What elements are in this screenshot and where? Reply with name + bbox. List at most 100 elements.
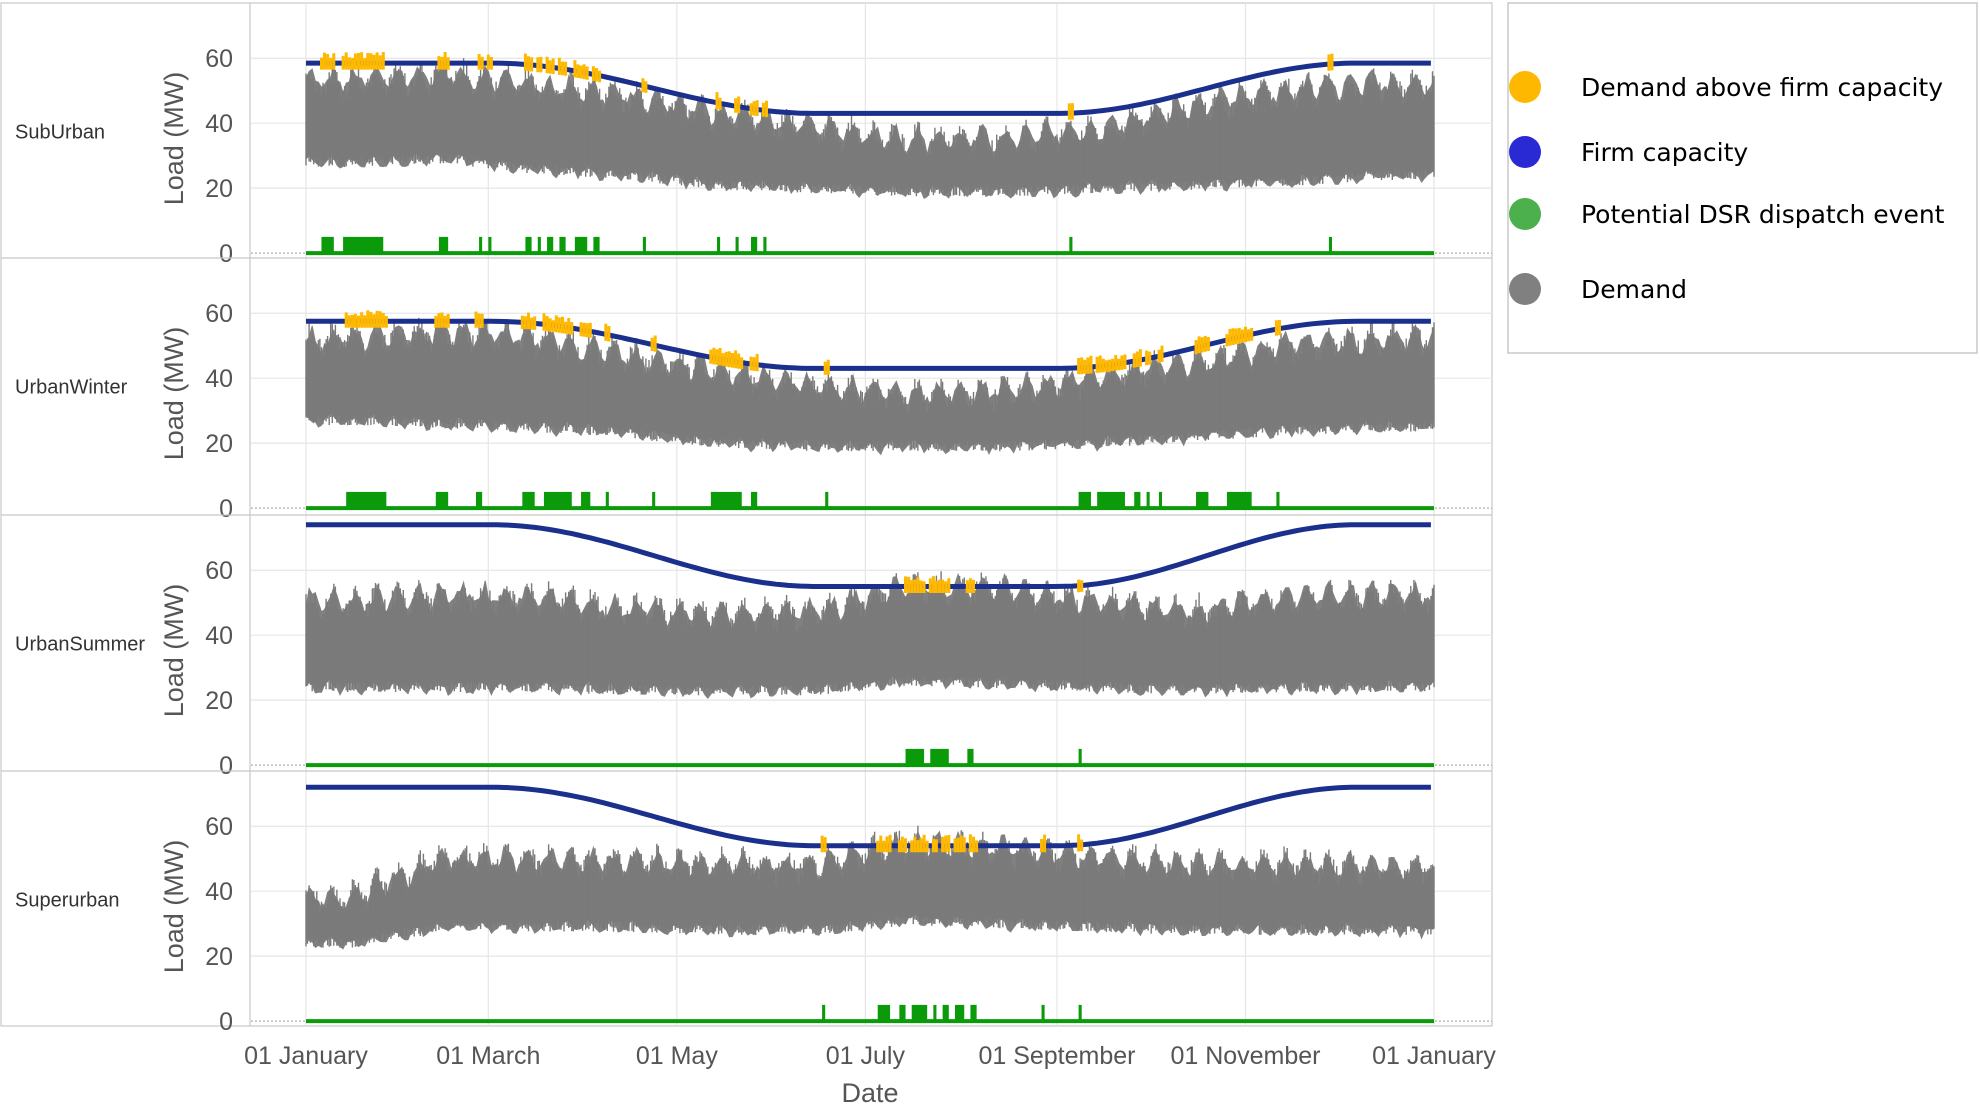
dsr-event bbox=[1078, 491, 1091, 509]
dsr-event bbox=[559, 236, 566, 254]
y-axis-title: Load (MW) bbox=[159, 327, 189, 461]
y-tick-label: 40 bbox=[205, 365, 233, 393]
dsr-event bbox=[321, 236, 334, 254]
dsr-event bbox=[822, 1004, 826, 1022]
dsr-event bbox=[547, 236, 554, 254]
dsr-event bbox=[899, 1004, 906, 1022]
legend-box bbox=[1507, 2, 1978, 354]
dsr-event bbox=[1226, 491, 1252, 509]
x-tick-label: 01 May bbox=[636, 1042, 718, 1070]
dsr-event bbox=[877, 1004, 891, 1022]
row-label: UrbanSummer bbox=[15, 634, 145, 656]
x-tick-label: 01 March bbox=[436, 1042, 540, 1070]
x-tick-label: 01 January bbox=[244, 1042, 368, 1070]
demand-series-detail bbox=[305, 58, 1435, 197]
legend-item: Potential DSR dispatch event bbox=[1509, 198, 1945, 230]
demand-above-firm-series bbox=[320, 52, 1334, 120]
dsr-event bbox=[1196, 491, 1209, 509]
dsr-event bbox=[933, 1004, 937, 1022]
dsr-event bbox=[1158, 491, 1163, 509]
x-axis: 01 January 01 March 01 May 01 July 01 Septem… bbox=[244, 1042, 1496, 1070]
y-tick-label: 60 bbox=[205, 45, 233, 73]
legend-marker bbox=[1509, 136, 1541, 168]
dsr-event bbox=[717, 236, 721, 254]
demand-above-firm-series bbox=[904, 576, 1084, 593]
y-tick-label: 0 bbox=[219, 495, 233, 523]
y-tick-label: 20 bbox=[205, 175, 233, 203]
firm-capacity-line bbox=[306, 522, 1431, 589]
dsr-event bbox=[581, 491, 591, 509]
panel-suburban: SubUrban Load (MW) 0 20 40 60 bbox=[15, 45, 1492, 268]
y-tick-label: 40 bbox=[205, 110, 233, 138]
dsr-event bbox=[475, 491, 483, 509]
dsr-event bbox=[343, 236, 384, 254]
dsr-event bbox=[1146, 491, 1150, 509]
dsr-event bbox=[735, 236, 739, 254]
x-axis-title: Date bbox=[841, 1078, 898, 1108]
y-tick-label: 60 bbox=[205, 813, 233, 841]
legend: Demand above firm capacity Firm capacity P… bbox=[1507, 2, 1978, 354]
y-tick-label: 60 bbox=[205, 557, 233, 585]
dsr-event bbox=[543, 491, 572, 509]
y-axis-title: Load (MW) bbox=[159, 584, 189, 718]
dsr-event bbox=[1078, 1004, 1082, 1022]
dsr-event bbox=[1276, 491, 1280, 509]
demand-above-firm-series bbox=[344, 310, 1281, 375]
legend-item: Demand bbox=[1509, 273, 1687, 305]
dsr-event bbox=[954, 1004, 965, 1022]
dsr-event bbox=[930, 748, 949, 766]
dsr-event bbox=[435, 491, 449, 509]
dsr-event bbox=[346, 491, 387, 509]
dsr-event bbox=[1078, 748, 1082, 766]
dsr-event bbox=[525, 236, 532, 254]
dsr-event bbox=[642, 236, 646, 254]
firm-capacity-line bbox=[306, 784, 1431, 849]
dsr-event bbox=[751, 491, 758, 509]
y-axis-title: Load (MW) bbox=[159, 72, 189, 206]
dsr-event bbox=[905, 748, 925, 766]
legend-label: Demand above firm capacity bbox=[1581, 73, 1943, 102]
legend-marker bbox=[1509, 198, 1541, 230]
demand-series-detail bbox=[305, 317, 1435, 452]
chart-panels: SubUrban Load (MW) 0 20 40 60 UrbanWinter Load … bbox=[1, 45, 1492, 1036]
y-tick-label: 0 bbox=[219, 240, 233, 268]
legend-item: Firm capacity bbox=[1509, 136, 1748, 168]
dsr-event bbox=[825, 491, 829, 509]
x-tick-label: 01 January bbox=[1372, 1042, 1496, 1070]
demand-series-detail bbox=[305, 571, 1435, 696]
dsr-event bbox=[537, 236, 541, 254]
x-tick-label: 01 July bbox=[826, 1042, 906, 1070]
y-tick-label: 0 bbox=[219, 752, 233, 780]
dsr-event bbox=[970, 1004, 977, 1022]
y-tick-label: 0 bbox=[219, 1008, 233, 1036]
panel-urbanwinter: UrbanWinter Load (MW) 0 20 40 60 bbox=[1, 257, 1492, 523]
legend-marker bbox=[1509, 71, 1541, 103]
demand-above-firm-series bbox=[820, 834, 1084, 853]
dsr-event bbox=[593, 236, 600, 254]
dsr-event bbox=[652, 491, 656, 509]
row-label: UrbanWinter bbox=[15, 377, 128, 399]
x-tick-label: 01 November bbox=[1170, 1042, 1320, 1070]
dsr-event bbox=[1134, 491, 1141, 509]
dsr-event bbox=[522, 491, 535, 509]
legend-label: Demand bbox=[1581, 275, 1687, 304]
x-tick-label: 01 September bbox=[978, 1042, 1135, 1070]
dsr-event bbox=[1041, 1004, 1045, 1022]
dsr-event bbox=[605, 491, 609, 509]
dsr-event bbox=[1069, 236, 1073, 254]
legend-label: Firm capacity bbox=[1581, 138, 1748, 167]
panel-superurban: Superurban Load (MW) 0 20 40 60 bbox=[1, 770, 1492, 1036]
dsr-event bbox=[751, 236, 758, 254]
dsr-event bbox=[574, 236, 588, 254]
dsr-event bbox=[1328, 236, 1333, 254]
y-tick-label: 60 bbox=[205, 300, 233, 328]
y-tick-label: 40 bbox=[205, 622, 233, 650]
dsr-event bbox=[967, 748, 974, 766]
dsr-event bbox=[911, 1004, 928, 1022]
dsr-event bbox=[438, 236, 449, 254]
demand-series-detail bbox=[305, 825, 1435, 948]
dsr-event bbox=[479, 236, 483, 254]
row-label: Superurban bbox=[15, 890, 120, 912]
legend-marker bbox=[1509, 273, 1541, 305]
